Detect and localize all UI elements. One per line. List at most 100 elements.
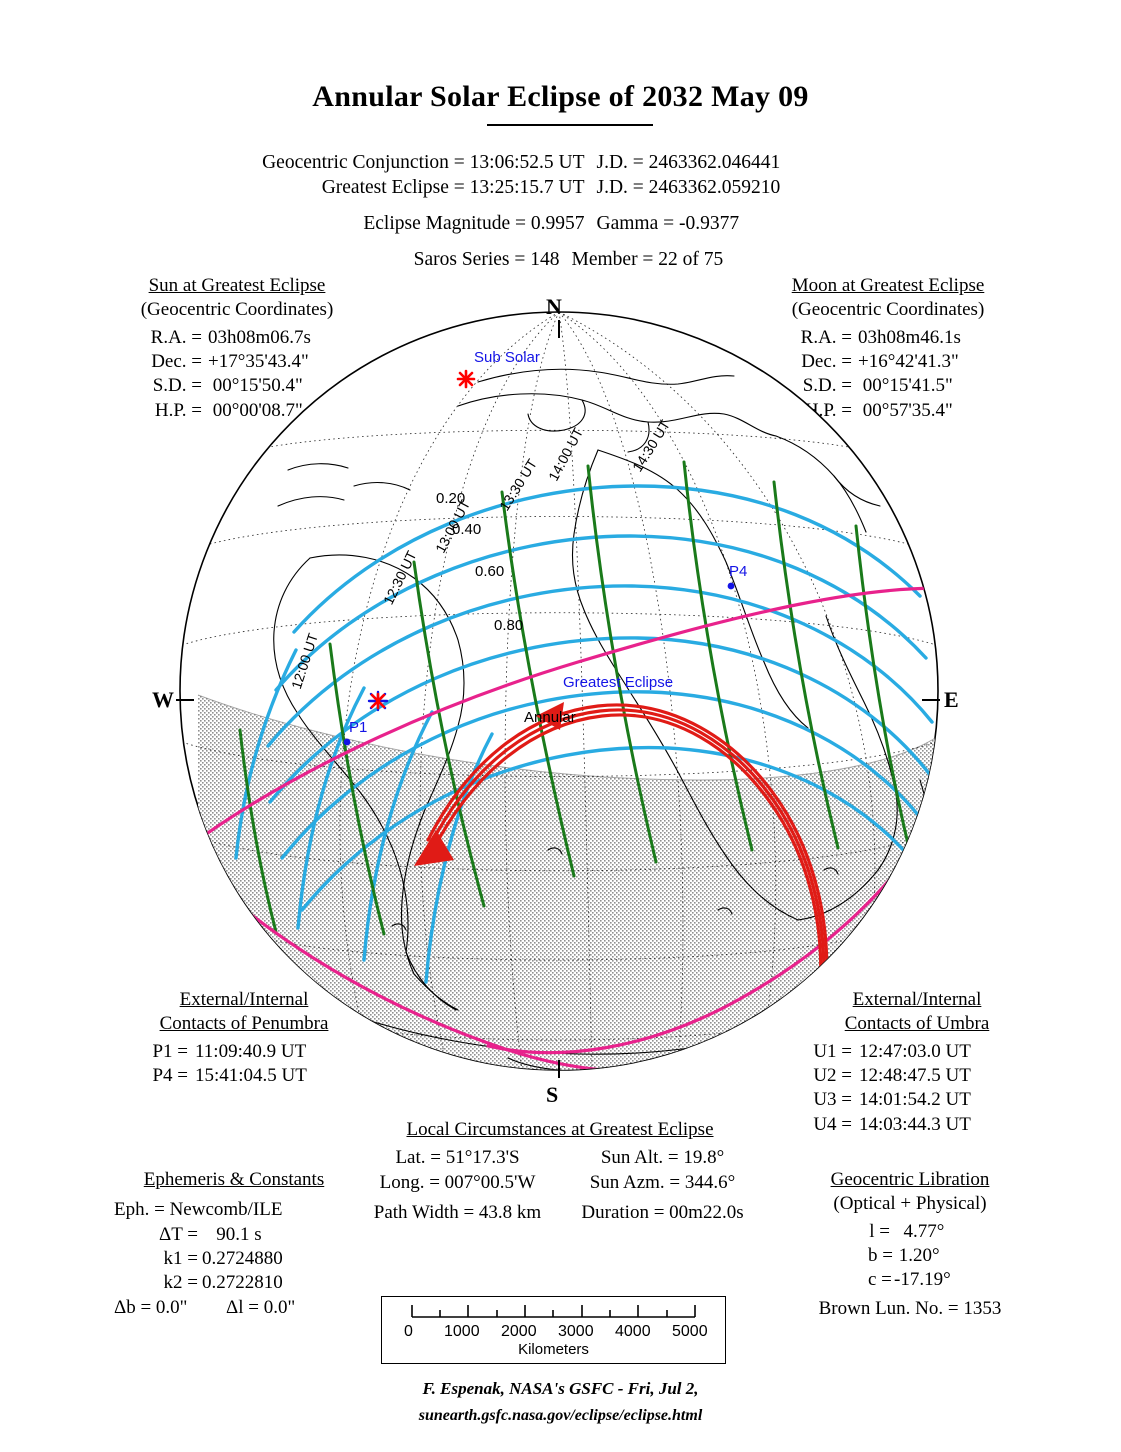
scale-tick-0: 0 xyxy=(404,1323,413,1340)
local-circumstances-block: Local Circumstances at Greatest Eclipse … xyxy=(355,1118,765,1225)
penumbra-heading-line2: Contacts of Penumbra xyxy=(159,1013,329,1035)
graticule-meridians xyxy=(339,312,876,1070)
ephemeris-k2-row: k2 = 0.2722810 xyxy=(114,1271,354,1295)
eclipse-globe-map xyxy=(178,310,940,1072)
magnitude-curve-limb-2 xyxy=(296,686,366,930)
local-sun-azm: Sun Azm. = 344.6° xyxy=(589,1171,736,1193)
annular-path-north-limit xyxy=(426,703,829,990)
umbra-heading-line1: External/Internal xyxy=(852,989,982,1010)
magnitude-label-080: 0.80 xyxy=(494,617,524,634)
moon-ra-value: 03h08m46.1s xyxy=(858,326,961,348)
ephemeris-delta-l: Δl = 0.0" xyxy=(226,1296,296,1318)
sun-dec-label: Dec. = xyxy=(151,350,202,372)
brown-lunation-number: Brown Lun. No. = 1353 xyxy=(818,1297,1002,1319)
penumbra-northern-limit xyxy=(182,586,938,852)
ut-line-14-00 xyxy=(586,464,658,864)
umbra-u1-row: U1 = 12:47:03.0 UT xyxy=(812,1040,1022,1064)
magnitude-curve-0.80 xyxy=(268,636,936,804)
gamma-value: Gamma = -0.9377 xyxy=(596,213,740,234)
local-path-width: Path Width = 43.8 km xyxy=(373,1201,542,1223)
header-saros-row: Saros Series = 148 Member = 22 of 75 xyxy=(0,249,1121,271)
scale-tick-2000: 2000 xyxy=(501,1323,537,1340)
penumbra-heading-line1: External/Internal xyxy=(179,989,309,1010)
umbra-u4-value: 14:03:44.3 UT xyxy=(859,1113,971,1135)
penumbra-p4-value: 15:41:04.5 UT xyxy=(195,1064,307,1086)
umbra-u4-row: U4 = 14:03:44.3 UT xyxy=(812,1113,1022,1137)
moon-hp-value: 00°57'35.4" xyxy=(858,399,953,421)
compass-south-tick xyxy=(558,1060,560,1078)
umbra-u1-value: 12:47:03.0 UT xyxy=(859,1040,971,1062)
header-magnitude-row: Eclipse Magnitude = 0.9957 Gamma = -0.93… xyxy=(0,213,1121,235)
magnitude-curve-limb-4 xyxy=(424,732,494,984)
umbra-u2-label: U2 = xyxy=(813,1064,852,1086)
penumbra-contacts-block: External/Internal Contacts of Penumbra P… xyxy=(128,988,360,1088)
ut-line-13-30 xyxy=(500,490,576,878)
libration-c-label: c = xyxy=(868,1269,892,1291)
ephemeris-eph: Eph. = Newcomb/ILE xyxy=(114,1199,283,1221)
magnitude-label-040: 0.40 xyxy=(452,521,482,538)
ut-line-15-00 xyxy=(772,480,840,850)
saros-series: Saros Series = 148 xyxy=(413,249,560,270)
credit-url[interactable]: sunearth.gsfc.nasa.gov/eclipse/eclipse.h… xyxy=(418,1407,703,1424)
sun-hp-label: H.P. = xyxy=(154,399,202,421)
ephemeris-k1-row: k1 = 0.2724880 xyxy=(114,1247,354,1271)
annular-label: Annular xyxy=(524,709,576,726)
moon-sd-value: 00°15'41.5" xyxy=(858,375,953,397)
umbra-heading-line2: Contacts of Umbra xyxy=(844,1013,990,1035)
penumbra-p1-value: 11:09:40.9 UT xyxy=(195,1040,307,1062)
moon-dec-value: +16°42'41.3" xyxy=(858,350,959,372)
p1-label: P1 xyxy=(349,719,368,736)
ephemeris-k2-value: 0.2722810 xyxy=(202,1272,283,1294)
sun-dec-value: +17°35'43.4" xyxy=(208,350,309,372)
saros-member: Member = 22 of 75 xyxy=(571,249,724,270)
compass-west-tick xyxy=(176,699,194,701)
ephemeris-deltat-label: ΔT = xyxy=(159,1223,198,1245)
greatest-eclipse-label-map: Greatest Eclipse xyxy=(563,674,674,691)
greatest-eclipse-marker xyxy=(367,690,389,712)
ephemeris-delta-b: Δb = 0.0" xyxy=(114,1296,188,1318)
libration-b-label: b = xyxy=(868,1244,893,1266)
scale-bar-ruler xyxy=(411,1305,696,1318)
ephemeris-deltat-value: 90.1 s xyxy=(202,1223,262,1245)
sun-block-heading: Sun at Greatest Eclipse xyxy=(148,275,326,296)
libration-block: Geocentric Libration (Optical + Physical… xyxy=(794,1168,1026,1321)
libration-l-value: 4.77° xyxy=(894,1220,945,1242)
ut-line-15-30 xyxy=(854,524,910,846)
magnitude-curve-limb-1 xyxy=(234,648,298,860)
ephemeris-k1-label: k1 = xyxy=(163,1247,198,1269)
penumbra-p1-label: P1 = xyxy=(152,1040,188,1062)
sun-block-subheading: (Geocentric Coordinates) xyxy=(140,299,334,321)
scale-tick-1000: 1000 xyxy=(444,1323,480,1340)
umbra-u3-row: U3 = 14:01:54.2 UT xyxy=(812,1088,1022,1112)
credit-author: F. Espenak, NASA's GSFC - Fri, Jul 2, xyxy=(422,1379,699,1398)
moon-sd-row: S.D. = 00°15'41.5" xyxy=(794,374,1008,398)
greatest-eclipse-label: Greatest Eclipse = 13:25:15.7 UT xyxy=(321,177,585,198)
annular-path-center-line xyxy=(429,708,826,991)
conjunction-label: Geocentric Conjunction = 13:06:52.5 UT xyxy=(262,152,585,173)
local-circumstances-heading: Local Circumstances at Greatest Eclipse xyxy=(406,1119,714,1140)
ut-line-12-30 xyxy=(328,642,386,936)
umbra-contacts-block: External/Internal Contacts of Umbra U1 =… xyxy=(812,988,1022,1137)
local-duration: Duration = 00m22.0s xyxy=(581,1201,744,1223)
conjunction-jd: J.D. = 2463362.046441 xyxy=(596,152,781,173)
p4-label: P4 xyxy=(729,563,748,580)
magnitude-curve-outer-2 xyxy=(300,745,936,912)
libration-subheading: (Optical + Physical) xyxy=(833,1193,987,1215)
compass-north-tick xyxy=(558,320,560,338)
moon-dec-row: Dec. = +16°42'41.3" xyxy=(794,350,1008,374)
umbra-u3-value: 14:01:54.2 UT xyxy=(859,1089,971,1111)
sub-solar-marker xyxy=(456,369,476,389)
sun-ra-row: R.A. = 03h08m06.7s xyxy=(144,326,352,350)
night-shading-region xyxy=(198,695,938,1070)
ut-time-lines xyxy=(238,460,910,936)
compass-west: W xyxy=(152,687,174,712)
scale-units-label: Kilometers xyxy=(518,1341,589,1358)
sun-dec-row: Dec. = +17°35'43.4" xyxy=(144,350,352,374)
sun-sd-row: S.D. = 00°15'50.4" xyxy=(144,374,352,398)
local-sun-alt: Sun Alt. = 19.8° xyxy=(600,1147,725,1169)
moon-block-heading: Moon at Greatest Eclipse xyxy=(791,275,985,296)
penumbra-p4-row: P4 = 15:41:04.5 UT xyxy=(152,1064,360,1088)
sun-hp-row: H.P. = 00°00'08.7" xyxy=(144,399,352,423)
penumbra-p4-label: P4 = xyxy=(152,1064,188,1086)
magnitude-curves xyxy=(234,484,936,984)
